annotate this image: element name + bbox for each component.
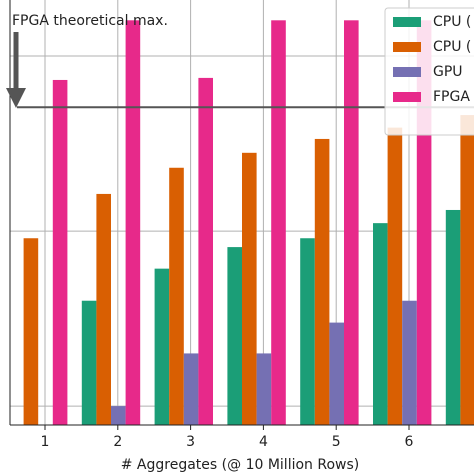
- bar: [169, 167, 184, 425]
- bars: [23, 20, 474, 426]
- bar: [314, 138, 330, 425]
- legend-box: [384, 7, 474, 136]
- legend-swatch: [393, 67, 421, 77]
- bar: [183, 353, 199, 425]
- bar: [242, 152, 257, 425]
- bar: [111, 406, 126, 425]
- legend-label: CPU (: [433, 14, 471, 30]
- bar: [81, 300, 97, 425]
- bar: [402, 300, 417, 425]
- bar: [300, 238, 315, 425]
- bar: [445, 209, 461, 425]
- bar: [256, 353, 272, 425]
- legend-swatch: [393, 17, 421, 27]
- x-tick-label: 4: [259, 434, 268, 450]
- legend-label: GPU: [433, 64, 463, 80]
- grid: [10, 0, 474, 425]
- x-tick-label: 6: [405, 434, 414, 450]
- legend: CPU ( CPU ( GPU FPGA: [384, 7, 474, 136]
- legend-label: FPGA: [433, 89, 470, 105]
- bar: [271, 20, 286, 425]
- x-axis-label: # Aggregates (@ 10 Million Rows): [121, 457, 359, 473]
- bar: [227, 247, 242, 425]
- bar: [23, 238, 39, 425]
- x-tick-label: 1: [41, 434, 50, 450]
- bar: [387, 127, 403, 425]
- bar: [373, 223, 388, 425]
- bar: [344, 20, 359, 425]
- bar: [52, 79, 68, 425]
- legend-label: CPU (: [433, 39, 471, 55]
- bar: [154, 268, 170, 425]
- x-tick-label: 5: [332, 434, 341, 450]
- bar: [125, 20, 141, 425]
- bar: [329, 322, 344, 425]
- bar: [460, 115, 474, 426]
- x-ticks: 1 2 3 4 5 6: [41, 425, 414, 450]
- legend-swatch: [393, 42, 421, 52]
- legend-swatch: [393, 92, 421, 102]
- x-tick-label: 3: [186, 434, 195, 450]
- bar: [198, 77, 213, 425]
- annotation: FPGA theoretical max.: [12, 13, 168, 29]
- x-tick-label: 2: [113, 434, 122, 450]
- bar: [96, 193, 111, 425]
